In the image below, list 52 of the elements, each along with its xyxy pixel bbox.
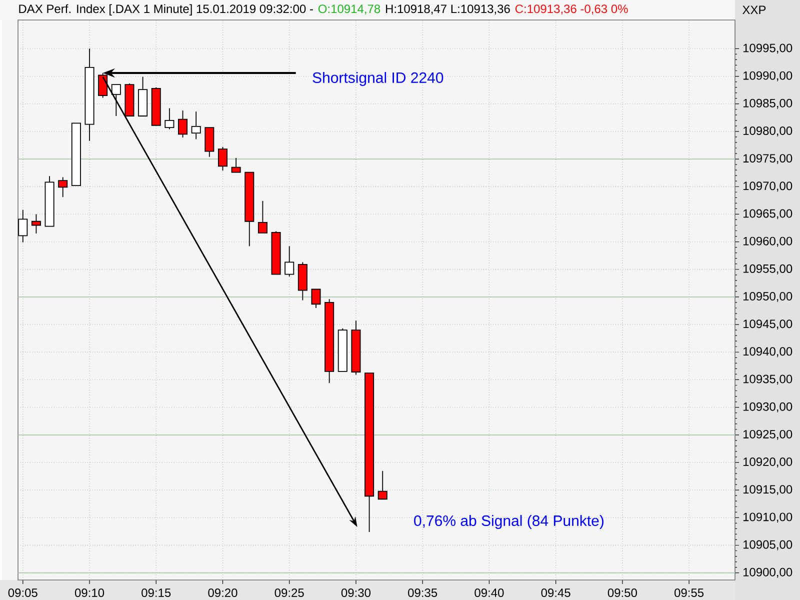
candlestick — [284, 246, 294, 277]
y-tick-label: 10945,00 — [743, 320, 792, 330]
y-tick-label: 10930,00 — [743, 402, 792, 412]
x-tick-label: 09:50 — [608, 588, 637, 598]
candlestick — [258, 200, 268, 234]
y-axis-title: XXP — [742, 6, 766, 14]
candlestick — [191, 111, 201, 140]
text: C:10913,36 -0,63 0% — [515, 4, 628, 15]
y-tick-label: 10935,00 — [743, 374, 792, 385]
x-tick-label: 09:05 — [8, 588, 38, 598]
candlestick — [311, 288, 321, 308]
x-tick-label: 09:30 — [341, 588, 371, 598]
candlestick — [58, 176, 68, 198]
y-tick-label: 10970,00 — [743, 182, 792, 192]
candlestick — [18, 209, 28, 243]
y-tick-label: 10950,00 — [743, 292, 792, 302]
y-tick-label: 10965,00 — [743, 209, 792, 220]
y-tick-label: 10905,00 — [743, 540, 792, 550]
candlestick — [111, 84, 121, 116]
x-tick-label: 09:55 — [674, 588, 704, 598]
candlestick — [31, 214, 41, 234]
x-tick-label: 09:35 — [408, 588, 438, 598]
x-tick-label: 09:45 — [541, 588, 570, 598]
x-tick-label: 09:40 — [474, 588, 504, 598]
y-tick-label: 10925,00 — [743, 430, 792, 440]
y-tick-label: 10955,00 — [743, 264, 792, 274]
y-tick-label: 10995,00 — [743, 44, 792, 54]
x-tick-label: 09:10 — [74, 588, 104, 598]
candlestick — [204, 127, 214, 158]
y-tick-label: 10960,00 — [743, 236, 792, 247]
y-tick-label: 10900,00 — [743, 568, 792, 578]
y-tick-label: 10940,00 — [743, 347, 792, 358]
candlestick — [164, 108, 174, 130]
candlestick — [178, 110, 188, 138]
y-tick-label: 10920,00 — [743, 458, 792, 468]
y-tick-label: 10915,00 — [743, 485, 792, 496]
chart-title: DAX Perf. Index [.DAX 1 Minute] 15.01.2019 09:32:00 - — [19, 4, 313, 16]
y-tick-label: 10990,00 — [743, 71, 792, 82]
candlestick — [231, 157, 241, 173]
x-tick-label: 09:15 — [142, 588, 171, 598]
annotation: Shortsignal ID 2240 — [312, 72, 444, 86]
candlestick — [218, 146, 228, 172]
y-tick-label: 10985,00 — [743, 98, 792, 109]
annotation: 0,76% ab Signal (84 Punkte) — [414, 515, 604, 529]
text: O:10914,78 — [318, 4, 380, 15]
x-tick-label: 09:20 — [208, 588, 238, 598]
y-tick-label: 10980,00 — [743, 126, 792, 136]
y-tick-label: 10910,00 — [743, 512, 792, 523]
text: H:10918,47 L:10913,36 — [386, 4, 510, 15]
y-tick-label: 10975,00 — [743, 154, 792, 164]
x-tick-label: 09:25 — [274, 588, 304, 598]
candlestick — [378, 470, 388, 500]
